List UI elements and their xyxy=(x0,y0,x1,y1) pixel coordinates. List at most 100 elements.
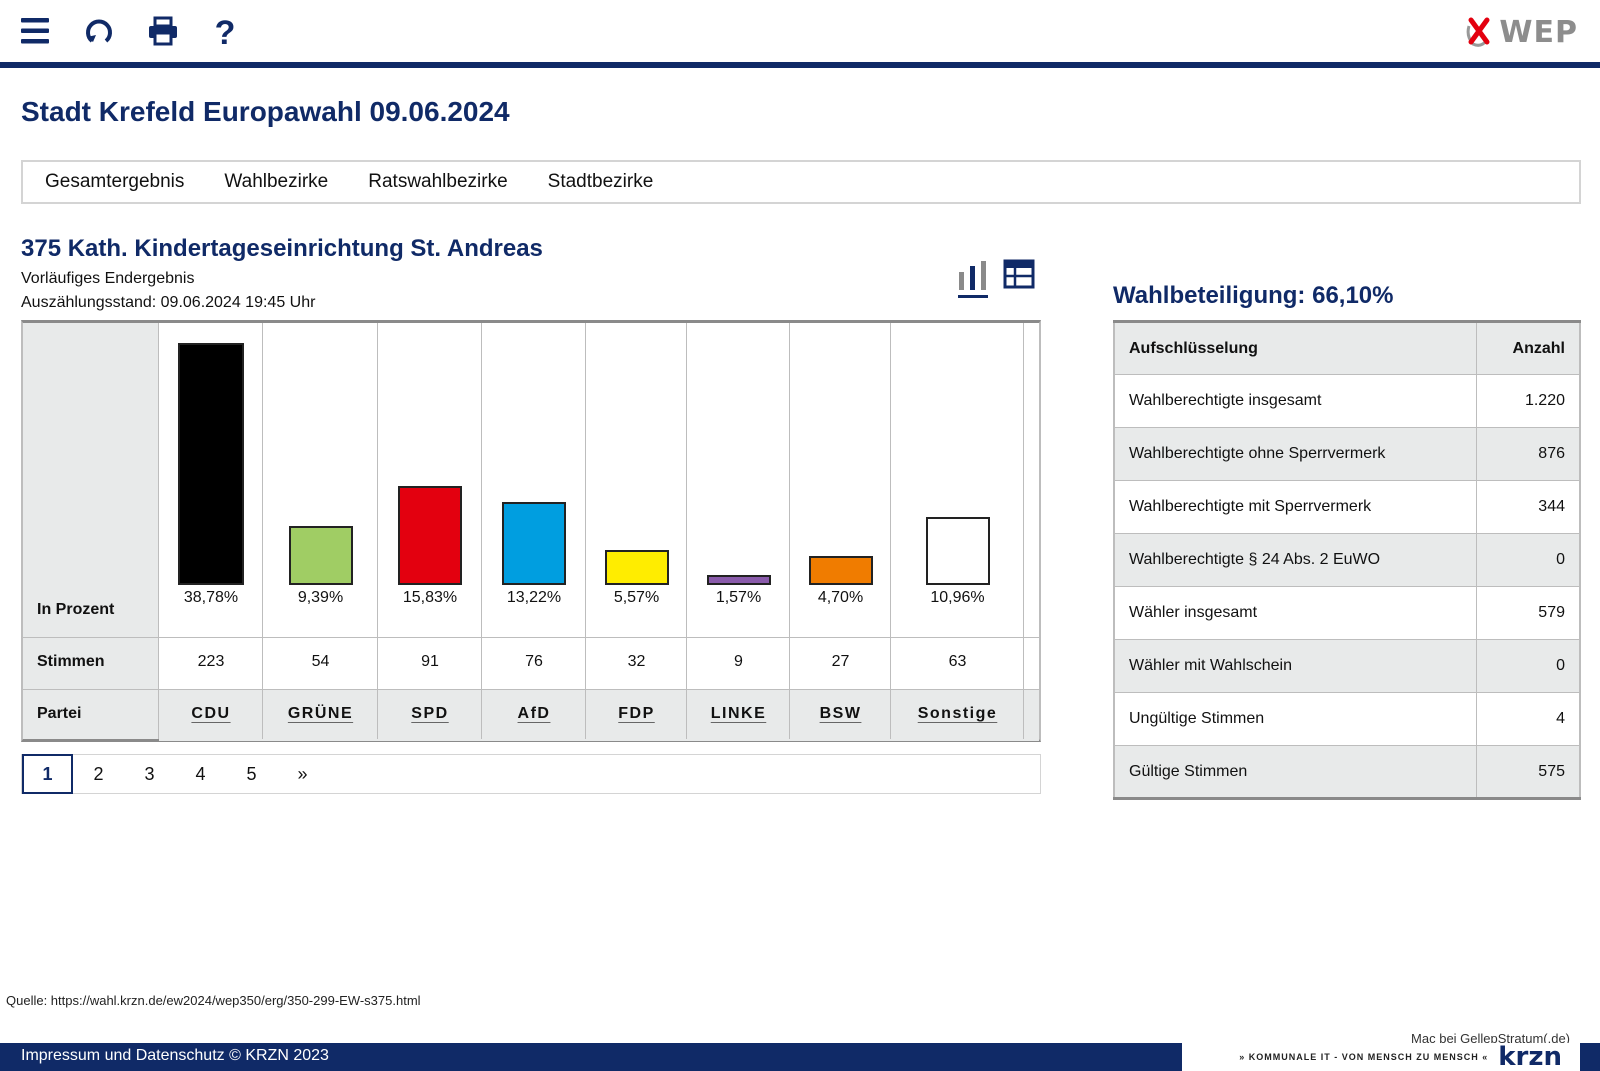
table-view-icon[interactable] xyxy=(1002,258,1036,298)
votes-label: 27 xyxy=(831,653,850,670)
votes-label: 54 xyxy=(311,653,330,670)
brand-slogan: » KOMMUNALE IT - VON MENSCH ZU MENSCH « xyxy=(1239,1052,1489,1062)
row-value: 575 xyxy=(1475,745,1580,799)
party-column xyxy=(378,323,482,739)
table-row: Wahlberechtigte insgesamt 1.220 xyxy=(1114,374,1580,428)
bar-grüne xyxy=(288,526,353,585)
refresh-icon[interactable] xyxy=(76,8,122,54)
page-link-1[interactable]: 1 xyxy=(22,754,73,794)
column-header-breakdown: Aufschlüsselung xyxy=(1114,321,1476,375)
page-link-5[interactable]: 5 xyxy=(246,763,257,784)
percent-label: 10,96% xyxy=(930,589,985,606)
row-label-party: Partei xyxy=(37,705,82,722)
page-link-2[interactable]: 2 xyxy=(93,763,104,784)
row-divider xyxy=(23,689,1039,690)
row-label: Gültige Stimmen xyxy=(1114,745,1476,799)
party-column xyxy=(891,323,1024,739)
bar-spd xyxy=(398,486,462,585)
view-switcher xyxy=(956,258,1036,298)
party-column xyxy=(159,323,263,739)
hamburger-menu-icon[interactable] xyxy=(12,8,58,54)
party-column xyxy=(687,323,790,739)
party-link-linke[interactable]: LINKE xyxy=(710,705,767,722)
party-row-background xyxy=(159,689,1039,741)
row-label: Wahlberechtigte ohne Sperrvermerk xyxy=(1114,427,1476,481)
bar-chart-view-icon[interactable] xyxy=(956,258,990,298)
page-title: Stadt Krefeld Europawahl 09.06.2024 xyxy=(21,96,510,127)
percent-label: 15,83% xyxy=(402,589,458,606)
votes-label: 63 xyxy=(948,653,967,670)
table-row: Wahlberechtigte ohne Sperrvermerk 876 xyxy=(1114,427,1580,481)
party-link-cdu[interactable]: CDU xyxy=(191,705,231,722)
tab-gesamtergebnis[interactable]: Gesamtergebnis xyxy=(45,171,185,192)
row-label-percent: In Prozent xyxy=(37,601,115,618)
svg-text:?: ? xyxy=(215,15,236,47)
tab-wahlbezirke[interactable]: Wahlbezirke xyxy=(224,171,329,192)
row-header-column xyxy=(23,323,159,739)
row-value: 0 xyxy=(1475,639,1580,693)
votes-label: 76 xyxy=(525,653,543,670)
votes-label: 32 xyxy=(627,653,646,670)
results-chart: In Prozent Stimmen Partei 38,78% 223 CDU 9,… xyxy=(21,320,1041,742)
percent-label: 9,39% xyxy=(297,589,344,606)
ballot-cross-icon xyxy=(1467,17,1490,47)
party-column xyxy=(790,323,891,739)
party-column xyxy=(586,323,687,739)
percent-label: 13,22% xyxy=(506,589,562,606)
page-link-3[interactable]: 3 xyxy=(144,763,155,784)
photo-credit: Mac bei GellepStratum(.de) xyxy=(1411,1031,1570,1046)
party-link-grüne[interactable]: GRÜNE xyxy=(287,705,354,722)
footer-bar: Impressum und Datenschutz © KRZN 2023 » … xyxy=(0,1043,1600,1071)
bar-cdu xyxy=(178,342,244,585)
row-label: Ungültige Stimmen xyxy=(1114,692,1476,746)
help-icon[interactable]: ? xyxy=(202,8,248,54)
row-label: Wahlberechtigte mit Sperrvermerk xyxy=(1114,480,1476,534)
result-status: Vorläufiges Endergebnis xyxy=(21,270,195,287)
party-link-fdp[interactable]: FDP xyxy=(618,705,655,722)
page-link-4[interactable]: 4 xyxy=(195,763,206,784)
table-row: Ungültige Stimmen 4 xyxy=(1114,692,1580,746)
percent-label: 5,57% xyxy=(613,589,660,606)
party-link-spd[interactable]: SPD xyxy=(411,705,449,722)
row-label: Wahlberechtigte insgesamt xyxy=(1114,374,1476,428)
table-row: Wahlberechtigte mit Sperrvermerk 344 xyxy=(1114,480,1580,534)
tab-ratswahlbezirke[interactable]: Ratswahlbezirke xyxy=(368,171,508,192)
party-column xyxy=(482,323,586,739)
pagination: 1 2 3 4 5 » xyxy=(21,754,1041,794)
tab-stadtbezirke[interactable]: Stadtbezirke xyxy=(547,171,654,192)
row-value: 1.220 xyxy=(1475,374,1580,428)
header-divider xyxy=(0,62,1600,68)
page-link-next[interactable]: » xyxy=(297,763,308,784)
row-value: 4 xyxy=(1475,692,1580,746)
row-label: Wähler insgesamt xyxy=(1114,586,1476,640)
column-header-count: Anzahl xyxy=(1475,321,1580,375)
party-link-bsw[interactable]: BSW xyxy=(819,705,862,722)
row-label-votes: Stimmen xyxy=(37,653,105,670)
krzn-brand: » KOMMUNALE IT - VON MENSCH ZU MENSCH « … xyxy=(1182,1043,1580,1071)
district-title: 375 Kath. Kindertageseinrichtung St. And… xyxy=(21,235,543,262)
party-link-afd[interactable]: AfD xyxy=(517,705,551,722)
source-url: Quelle: https://wahl.krzn.de/ew2024/wep3… xyxy=(6,993,421,1008)
votes-label: 91 xyxy=(421,653,439,670)
bar-bsw xyxy=(808,555,873,585)
count-status: Auszählungsstand: 09.06.2024 19:45 Uhr xyxy=(21,294,316,311)
logo-text: WEP xyxy=(1499,14,1578,50)
turnout-table: Aufschlüsselung Anzahl Wahlberechtigte i… xyxy=(1113,320,1581,800)
top-toolbar: ? WEP xyxy=(0,0,1600,62)
printer-icon[interactable] xyxy=(140,8,186,54)
krzn-logo: krzn xyxy=(1498,1042,1562,1071)
table-row: Wähler mit Wahlschein 0 xyxy=(1114,639,1580,693)
imprint-link[interactable]: Impressum und Datenschutz © KRZN 2023 xyxy=(21,1047,329,1064)
party-link-sonstige[interactable]: Sonstige xyxy=(917,705,998,722)
votes-label: 223 xyxy=(197,653,225,670)
bar-afd xyxy=(502,502,566,585)
bar-fdp xyxy=(604,550,669,585)
bar-linke xyxy=(706,575,771,585)
turnout-title: Wahlbeteiligung: 66,10% xyxy=(1113,282,1394,309)
percent-label: 38,78% xyxy=(183,589,239,606)
votes-label: 9 xyxy=(734,653,743,670)
table-header-row: Aufschlüsselung Anzahl xyxy=(1114,321,1580,375)
party-column xyxy=(263,323,378,739)
tab-bar: Gesamtergebnis Wahlbezirke Ratswahlbezir… xyxy=(21,160,1581,204)
row-label: Wahlberechtigte § 24 Abs. 2 EuWO xyxy=(1114,533,1476,587)
